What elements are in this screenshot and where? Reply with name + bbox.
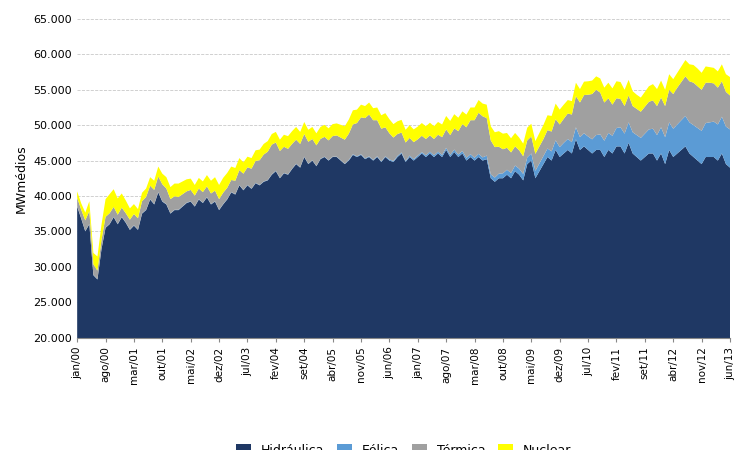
Legend: Hidráulica, Eólica, Térmica, Nuclear: Hidráulica, Eólica, Térmica, Nuclear xyxy=(231,439,576,450)
Y-axis label: MWmédios: MWmédios xyxy=(15,144,28,212)
